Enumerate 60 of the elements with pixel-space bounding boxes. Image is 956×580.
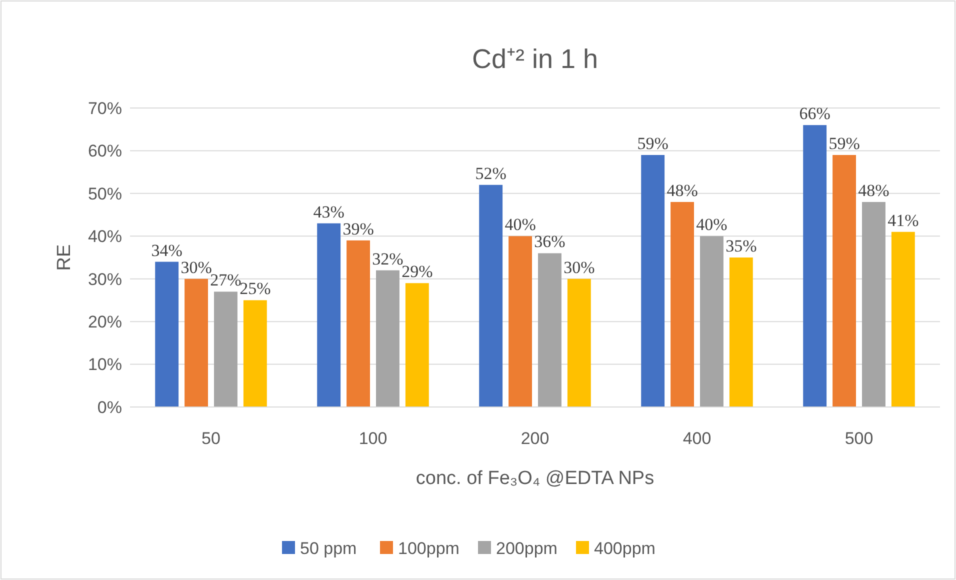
x-tick-label: 400 [682,429,712,448]
bar [376,270,400,407]
x-tick-label: 100 [358,429,388,448]
x-tick-label: 50 [202,429,220,448]
bar [214,292,238,407]
data-label: 43% [313,202,344,222]
y-tick-label: 70% [88,98,122,118]
bar [670,202,694,407]
bar [891,232,915,407]
bar [538,253,562,407]
data-label: 59% [637,134,668,153]
y-tick-label: 60% [88,142,122,161]
bar [508,236,532,407]
data-label: 35% [726,236,757,256]
y-tick-label: 50% [88,184,122,204]
data-label: 30% [180,258,212,277]
bar [317,223,341,407]
x-tick-label: 500 [844,429,874,448]
data-label: 66% [799,104,830,124]
bar [567,278,591,407]
data-label: 36% [534,232,566,252]
data-label: 39% [342,219,374,238]
data-label: 48% [666,180,698,200]
data-label: 30% [564,258,595,277]
bar [803,125,827,407]
data-label: 40% [504,215,536,234]
bar [862,202,886,407]
data-label: 32% [372,249,404,268]
bar [184,278,208,407]
legend-label: 50 ppm [300,538,357,558]
bar [832,154,856,407]
data-label: 59% [828,134,860,153]
bar [729,258,753,407]
data-label: 40% [696,215,728,234]
data-label: 48% [858,180,890,200]
data-label: 27% [210,270,242,290]
y-tick-label: 10% [88,355,122,374]
legend-label: 100ppm [398,538,460,558]
y-tick-label: 20% [88,312,122,332]
data-label: 34% [151,240,182,260]
bar [405,283,429,407]
data-label: 41% [888,210,919,230]
data-label: 29% [402,262,433,282]
y-axis-title: RE [54,244,75,271]
x-tick-label: 200 [520,429,550,448]
chart-title: Cd⁺² in 1 h [472,44,598,74]
y-tick-label: 40% [88,227,122,246]
y-tick-label: 0% [97,398,122,417]
bar [479,184,503,407]
x-axis-title: conc. of Fe₃O₄ @EDTA NPs [416,468,654,489]
legend-label: 400ppm [594,538,656,558]
y-tick-label: 30% [88,270,122,289]
bar [155,262,179,407]
bar [243,300,267,407]
data-label: 25% [240,279,271,298]
bar [641,154,665,407]
bar [700,236,724,407]
data-label: 52% [475,164,506,183]
bar [346,240,370,407]
legend-label: 200ppm [496,538,558,558]
